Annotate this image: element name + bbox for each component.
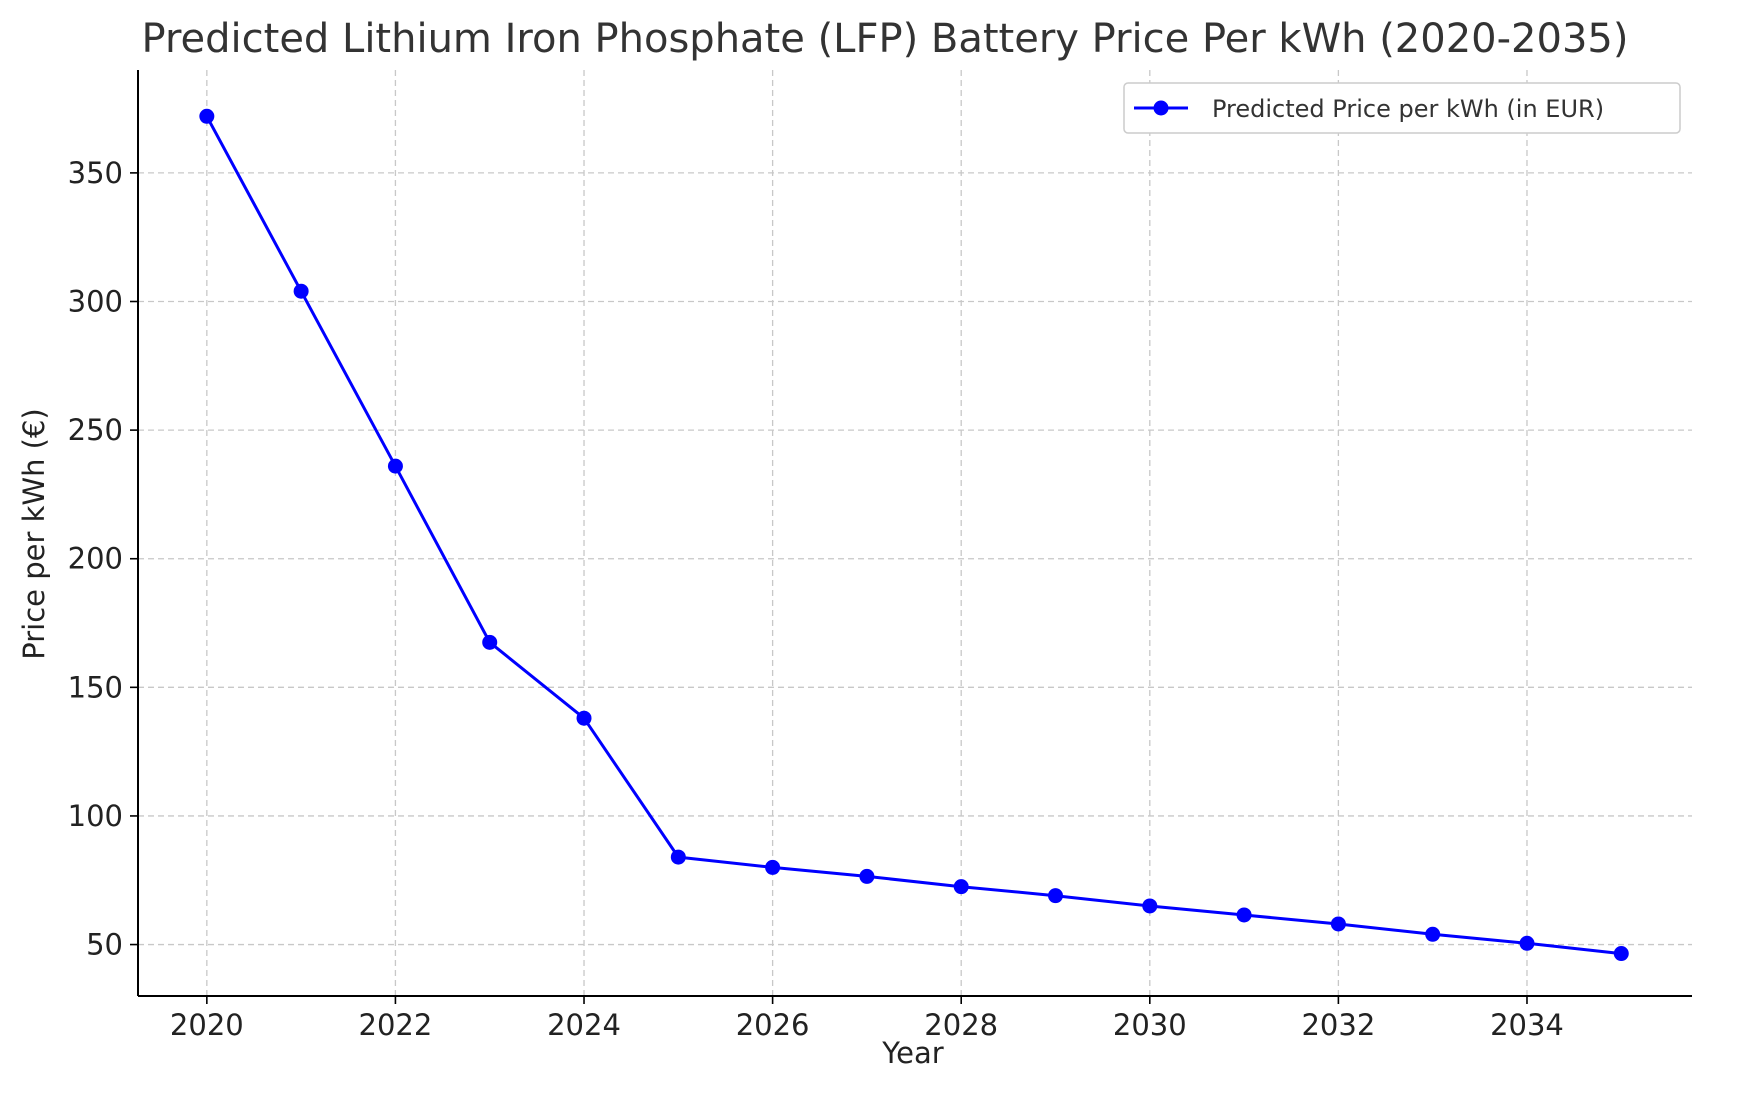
grid xyxy=(138,70,1692,996)
y-tick-label: 350 xyxy=(68,156,123,190)
y-tick-label: 150 xyxy=(68,670,123,704)
x-tick-label: 2034 xyxy=(1490,1008,1564,1042)
legend-box xyxy=(1123,82,1681,134)
x-tick-label: 2026 xyxy=(736,1008,810,1042)
legend: Predicted Price per kWh (in EUR) xyxy=(1123,82,1681,134)
x-tick-label: 2032 xyxy=(1301,1008,1375,1042)
y-axis-ticks: 50 100 150 200 250 300 350 xyxy=(68,156,138,962)
data-point xyxy=(1330,916,1346,932)
data-point xyxy=(1613,946,1629,962)
data-point xyxy=(576,710,592,726)
data-point xyxy=(953,879,969,895)
data-point xyxy=(1048,888,1064,904)
y-tick-label: 100 xyxy=(68,799,123,833)
data-point xyxy=(670,849,686,865)
chart-title: Predicted Lithium Iron Phosphate (LFP) B… xyxy=(142,16,1629,62)
legend-marker xyxy=(1153,100,1169,116)
x-tick-label: 2028 xyxy=(924,1008,998,1042)
y-tick-label: 250 xyxy=(68,413,123,447)
data-point xyxy=(482,634,498,650)
legend-label-series-1: Predicted Price per kWh (in EUR) xyxy=(1212,95,1604,123)
series-line-1 xyxy=(205,115,1622,956)
y-tick-label: 200 xyxy=(68,542,123,576)
data-point xyxy=(199,108,215,124)
data-point xyxy=(387,458,403,474)
y-tick-label: 50 xyxy=(86,928,123,962)
data-point xyxy=(1142,898,1158,914)
x-axis-ticks: 2020 2022 2024 2026 2028 2030 2032 2034 xyxy=(170,996,1564,1042)
data-point xyxy=(859,868,875,884)
series-layer xyxy=(199,108,1629,962)
x-tick-label: 2020 xyxy=(170,1008,244,1042)
data-point xyxy=(765,859,781,875)
data-point xyxy=(1425,926,1441,942)
x-axis-label: Year xyxy=(881,1036,943,1070)
y-tick-label: 300 xyxy=(68,285,123,319)
data-point xyxy=(293,283,309,299)
axes xyxy=(137,70,1692,997)
data-point xyxy=(1519,935,1535,951)
y-axis-label: Price per kWh (€) xyxy=(17,408,51,660)
x-tick-label: 2022 xyxy=(359,1008,433,1042)
data-point xyxy=(1236,907,1252,923)
x-tick-label: 2030 xyxy=(1113,1008,1187,1042)
x-tick-label: 2024 xyxy=(547,1008,621,1042)
